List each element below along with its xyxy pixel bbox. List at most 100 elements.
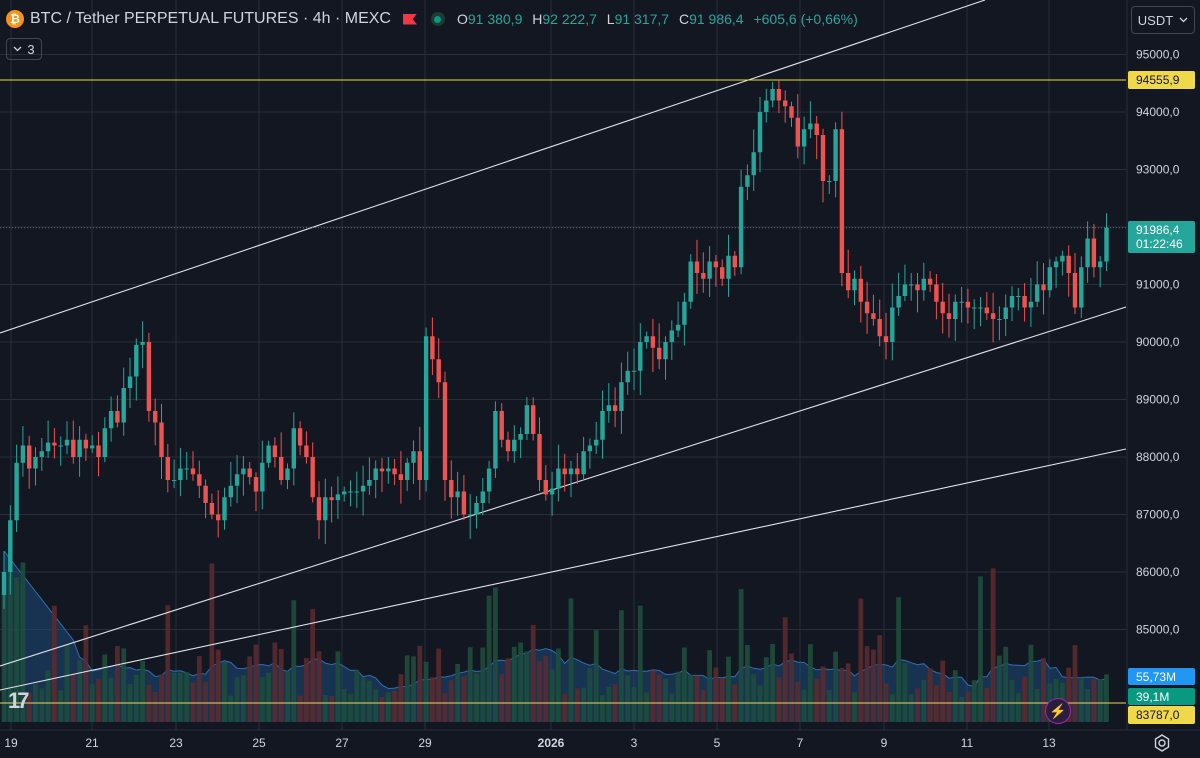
candle (83, 433, 89, 461)
candle-body (127, 376, 133, 388)
candle (304, 431, 309, 464)
volume-bar (1085, 689, 1090, 722)
candle-body (575, 468, 580, 475)
flag-icon[interactable] (402, 13, 417, 25)
volume-bar (549, 669, 555, 722)
trend-line-2[interactable] (0, 306, 1127, 667)
candle-body (1066, 255, 1071, 273)
candle (342, 486, 347, 502)
candle-body (190, 468, 196, 475)
tradingview-logo[interactable]: 17 (8, 688, 30, 713)
candle-body (90, 445, 95, 449)
price-axis-bg[interactable] (1127, 0, 1200, 730)
candle-body (367, 480, 372, 486)
volume-bar (556, 648, 561, 722)
volume-bar (587, 667, 593, 722)
candle (354, 471, 359, 508)
volume-bar (625, 675, 631, 722)
chevron-down-icon (1179, 17, 1188, 23)
candle (600, 390, 605, 459)
candle-body (329, 497, 334, 501)
volume-ma-badge: 55,73M (1128, 668, 1195, 685)
candle (732, 251, 737, 276)
candle-body (197, 474, 202, 486)
symbol-title[interactable]: BTC / Tether PERPETUAL FUTURES · 4h · ME… (30, 10, 391, 27)
time-axis-bg[interactable] (0, 730, 1200, 758)
candle (253, 472, 259, 512)
horizontal-level-badge-bg (1128, 71, 1195, 90)
trend-line-1[interactable] (0, 0, 986, 334)
volume-bar (1015, 693, 1021, 722)
candle (631, 348, 637, 390)
candle (606, 383, 611, 423)
volume-bar (952, 670, 958, 722)
candle-body (1022, 296, 1027, 308)
volume-bar (417, 645, 423, 722)
candle-body (121, 388, 126, 423)
candle (234, 455, 240, 504)
volume-bar (1003, 646, 1009, 722)
candle (33, 447, 38, 486)
candle (757, 97, 763, 173)
candle (801, 116, 807, 165)
candle (127, 357, 133, 409)
candle (197, 460, 202, 499)
candle (90, 435, 95, 453)
candle (58, 436, 63, 466)
volume-bar (1034, 689, 1040, 722)
market-status-icon[interactable] (430, 12, 445, 26)
candle (216, 490, 221, 538)
candle-body (33, 457, 38, 469)
candle-body (1, 572, 7, 595)
volume-bar (656, 674, 662, 722)
candle-body (512, 439, 517, 452)
candle-body (776, 89, 782, 101)
candle (997, 306, 1002, 341)
trend-line-3[interactable] (0, 448, 1127, 691)
candle-body (77, 439, 82, 457)
candle (405, 458, 410, 491)
trend-lines[interactable] (0, 0, 1127, 704)
candle (386, 457, 391, 484)
bitcoin-icon: ₿ (6, 10, 24, 28)
volume-bar (272, 642, 278, 722)
volume-bar (115, 646, 120, 722)
candle (751, 129, 756, 192)
indicator-toggle-button[interactable]: 3 (6, 38, 42, 60)
candle-body (984, 307, 989, 314)
candle-body (619, 382, 624, 411)
candle (474, 496, 479, 529)
candle (896, 272, 901, 316)
candle (921, 262, 926, 301)
candle-body (537, 434, 542, 480)
candle (291, 412, 296, 486)
candle-body (934, 284, 939, 302)
volume-bar (165, 605, 171, 722)
volume-bar (499, 674, 505, 722)
candle (650, 318, 656, 373)
currency-selector[interactable]: USDT (1131, 6, 1195, 34)
volume-bar (152, 692, 158, 722)
candle-body (1047, 267, 1052, 291)
volume-bar (178, 672, 183, 722)
candle (575, 453, 580, 484)
gear-icon[interactable] (1152, 733, 1172, 753)
candle-body (291, 428, 296, 469)
candle (178, 447, 183, 497)
candle (720, 259, 725, 287)
candle-body (745, 175, 750, 187)
volume-bar (14, 577, 19, 722)
candle-body (153, 411, 158, 423)
candle (323, 478, 328, 544)
candle-body (801, 129, 807, 147)
grid (0, 0, 1126, 730)
candle-body (915, 284, 920, 291)
candle-body (858, 278, 863, 302)
lightning-icon[interactable]: ⚡ (1045, 698, 1071, 724)
volume-bar (1041, 658, 1046, 722)
candle-body (972, 307, 977, 309)
candle-body (644, 336, 649, 342)
volume-bar (335, 651, 341, 722)
candle-body (480, 491, 485, 503)
